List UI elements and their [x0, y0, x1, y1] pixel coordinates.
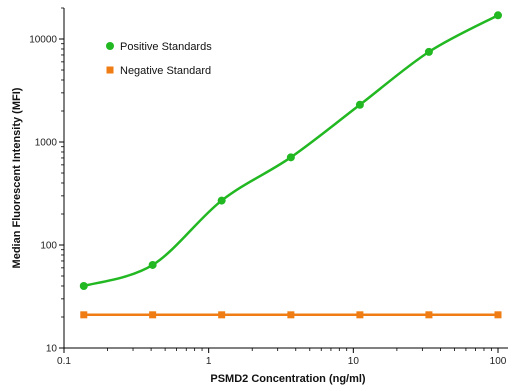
data-point-series0 — [494, 11, 502, 20]
data-point-series0 — [217, 196, 226, 205]
legend-label-1: Negative Standard — [120, 65, 211, 77]
data-point-series0 — [79, 281, 88, 290]
data-point-series1 — [80, 311, 88, 319]
y-ticks: 10 100 1000 10000 — [29, 7, 64, 355]
legend-marker-0 — [106, 42, 114, 50]
fit-curves — [83, 14, 499, 317]
legend-marker-1 — [106, 66, 114, 74]
data-point-series1 — [494, 311, 502, 319]
x-tick-label: 100 — [490, 356, 507, 367]
data-point-series1 — [218, 311, 226, 319]
y-tick-label: 100 — [40, 241, 57, 252]
x-ticks: 0.1 1 10 100 — [57, 348, 507, 367]
legend: Positive Standards Negative Standard — [106, 41, 212, 77]
data-point-series0 — [148, 260, 157, 269]
y-tick-label: 10 — [46, 344, 58, 355]
axes — [63, 8, 508, 349]
data-point-series1 — [425, 311, 433, 319]
y-tick-label: 10000 — [29, 35, 57, 46]
data-point-series1 — [287, 311, 295, 319]
y-tick-label: 1000 — [35, 138, 58, 149]
fit-curve-0 — [83, 14, 499, 288]
x-tick-label: 10 — [348, 356, 360, 367]
data-point-series0 — [286, 153, 295, 162]
data-point-series1 — [149, 311, 157, 319]
data-point-series0 — [355, 100, 364, 109]
data-point-series1 — [356, 311, 364, 319]
legend-label-0: Positive Standards — [120, 41, 212, 53]
x-tick-label: 0.1 — [57, 356, 71, 367]
data-point-series0 — [424, 47, 433, 56]
x-axis-title: PSMD2 Concentration (ng/ml) — [210, 373, 366, 385]
data-points — [79, 11, 502, 319]
x-tick-label: 1 — [206, 356, 212, 367]
y-axis-title: Median Fluorescent Intensity (MFI) — [11, 87, 23, 268]
